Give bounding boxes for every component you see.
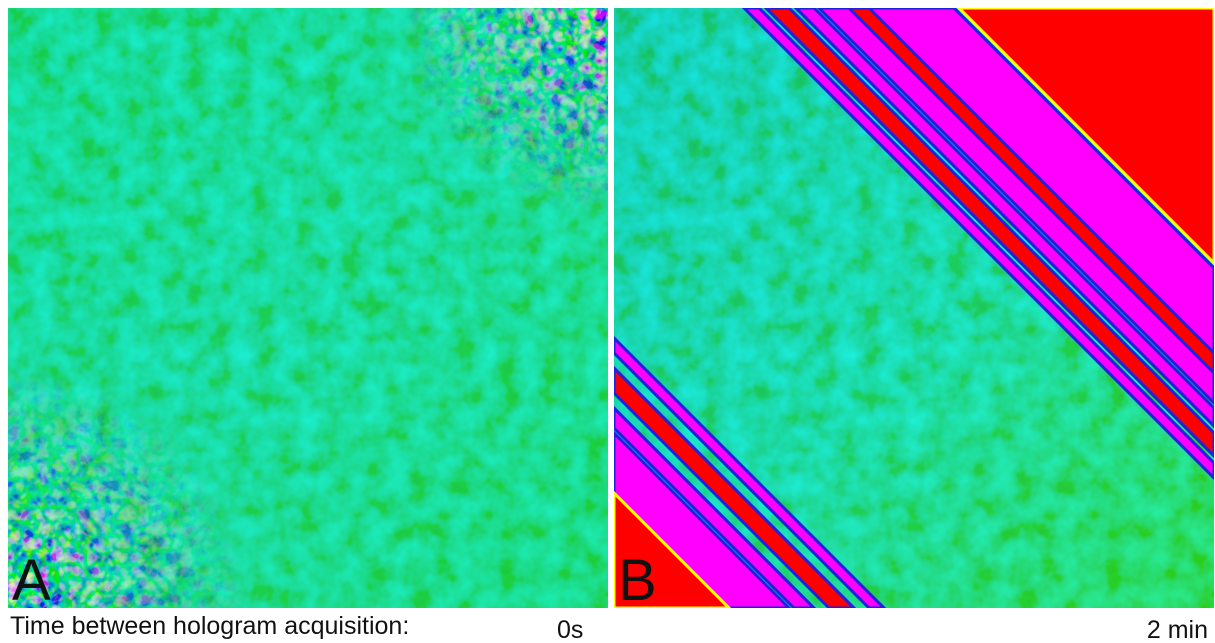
panel-a: A: [8, 8, 608, 613]
panel-b: B: [614, 8, 1214, 613]
time-label: 2 min: [1147, 616, 1208, 643]
panel-label: A: [12, 548, 51, 613]
time-label: 0s: [557, 616, 583, 643]
panel-label: B: [618, 548, 657, 613]
caption: Time between hologram acquisition:: [10, 612, 409, 640]
